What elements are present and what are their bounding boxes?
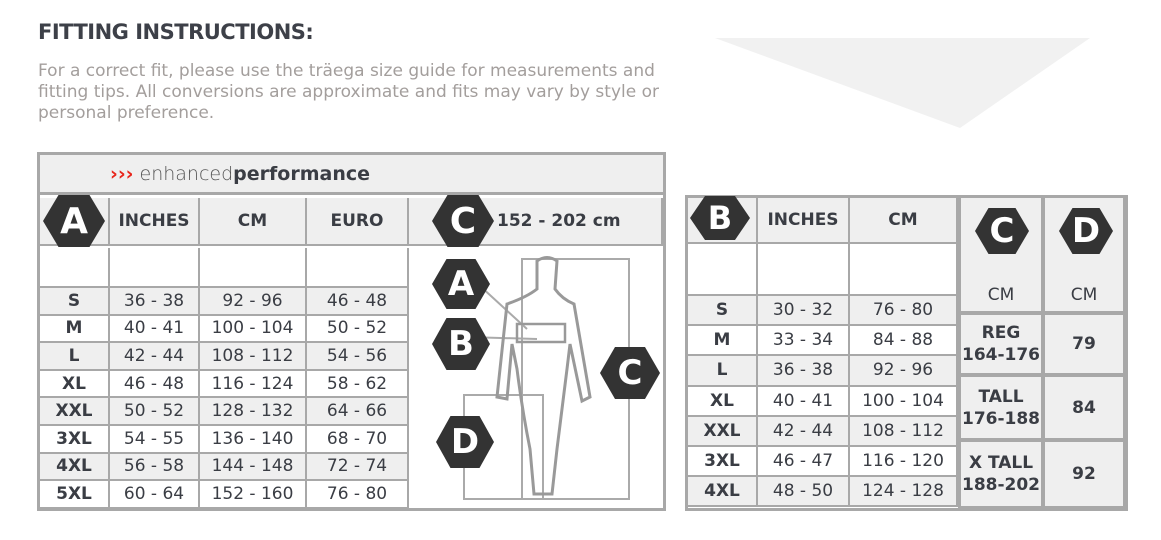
size-value: 152 - 160 xyxy=(200,481,307,509)
size-label: M xyxy=(688,326,758,357)
badge-d-icon: D xyxy=(1059,208,1113,254)
blank-cell xyxy=(200,248,307,288)
size-value: 48 - 50 xyxy=(758,477,850,508)
size-label: 3XL xyxy=(688,447,758,478)
size-value: 36 - 38 xyxy=(758,356,850,387)
brand-light: enhanced xyxy=(139,162,234,185)
size-value: 40 - 41 xyxy=(110,315,200,344)
size-value: 36 - 38 xyxy=(110,288,200,316)
size-value: 64 - 66 xyxy=(307,398,409,426)
length-cell: X TALL 188-202 xyxy=(958,440,1043,508)
size-label: 4XL xyxy=(40,453,110,482)
length-range: 176-188 xyxy=(961,408,1041,429)
length-name: REG xyxy=(981,323,1021,343)
size-value: 60 - 64 xyxy=(110,481,200,509)
inseam-value: 84 xyxy=(1043,375,1125,440)
column-header: EURO xyxy=(307,198,409,246)
badge-c-icon: C xyxy=(975,208,1029,254)
size-value: 42 - 44 xyxy=(110,343,200,371)
length-name: X TALL xyxy=(968,453,1034,473)
column-header: INCHES xyxy=(110,198,200,246)
size-value: 76 - 80 xyxy=(307,481,409,509)
size-label: XXL xyxy=(688,416,758,447)
size-value: 124 - 128 xyxy=(850,477,958,508)
size-label: 4XL xyxy=(688,477,758,508)
size-value: 54 - 56 xyxy=(307,343,409,371)
size-value: 116 - 120 xyxy=(850,447,958,478)
length-name: TALL xyxy=(978,386,1024,407)
blank-cell xyxy=(40,248,110,288)
size-value: 108 - 112 xyxy=(200,343,307,371)
size-value: 30 - 32 xyxy=(758,296,850,327)
size-value: 46 - 48 xyxy=(110,370,200,399)
size-label: L xyxy=(40,343,110,371)
brand-bold: performance xyxy=(233,162,370,185)
size-label: XXL xyxy=(40,398,110,426)
size-label: 3XL xyxy=(40,426,110,454)
length-cell: TALL 176-188 xyxy=(958,375,1043,440)
size-value: 50 - 52 xyxy=(307,315,409,344)
blank-cell xyxy=(307,248,409,288)
size-value: 50 - 52 xyxy=(110,398,200,426)
size-value: 92 - 96 xyxy=(850,356,958,387)
size-label: XL xyxy=(688,386,758,417)
size-label: L xyxy=(688,356,758,387)
size-value: 56 - 58 xyxy=(110,453,200,482)
size-value: 144 - 148 xyxy=(200,453,307,482)
size-value: 92 - 96 xyxy=(200,288,307,316)
size-label: S xyxy=(688,296,758,327)
size-value: 76 - 80 xyxy=(850,296,958,327)
length-range: 164-176 xyxy=(961,345,1041,365)
size-value: 46 - 47 xyxy=(758,447,850,478)
size-value: 100 - 104 xyxy=(200,315,307,344)
blank-cell xyxy=(688,244,758,296)
blank-cell xyxy=(110,248,200,288)
blank-cell xyxy=(850,244,958,296)
badge-a-icon: A xyxy=(43,195,105,247)
length-cell: REG 164-176 xyxy=(958,313,1043,375)
size-value: 54 - 55 xyxy=(110,426,200,454)
size-label: 5XL xyxy=(40,481,110,509)
size-value: 72 - 74 xyxy=(307,453,409,482)
intro-text: For a correct fit, please use the träega… xyxy=(38,61,659,123)
length-range: 188-202 xyxy=(961,475,1041,495)
column-header: CM xyxy=(200,198,307,246)
column-header: CM xyxy=(850,198,958,244)
size-value: 128 - 132 xyxy=(200,398,307,426)
page-title: FITTING INSTRUCTIONS: xyxy=(38,20,314,44)
size-value: 136 - 140 xyxy=(200,426,307,454)
size-label: M xyxy=(40,315,110,344)
size-label: XL xyxy=(40,370,110,399)
size-value: 116 - 124 xyxy=(200,370,307,399)
size-value: 68 - 70 xyxy=(307,426,409,454)
size-value: 58 - 62 xyxy=(307,370,409,399)
size-value: 84 - 88 xyxy=(850,326,958,357)
size-value: 108 - 112 xyxy=(850,416,958,447)
size-value: 42 - 44 xyxy=(758,416,850,447)
size-value: 100 - 104 xyxy=(850,386,958,417)
brand-arrows-icon: ››› xyxy=(110,162,134,185)
inseam-value: 79 xyxy=(1043,313,1125,375)
inseam-value: 92 xyxy=(1043,440,1125,508)
badge-c-icon: C xyxy=(432,195,494,247)
size-value: 46 - 48 xyxy=(307,288,409,316)
column-header: INCHES xyxy=(758,198,850,244)
size-label: S xyxy=(40,288,110,316)
size-value: 40 - 41 xyxy=(758,386,850,417)
size-value: 33 - 34 xyxy=(758,326,850,357)
brand-banner: ››› enhanced performance xyxy=(40,155,663,195)
decorative-chevron xyxy=(715,38,1090,128)
blank-cell xyxy=(758,244,850,296)
